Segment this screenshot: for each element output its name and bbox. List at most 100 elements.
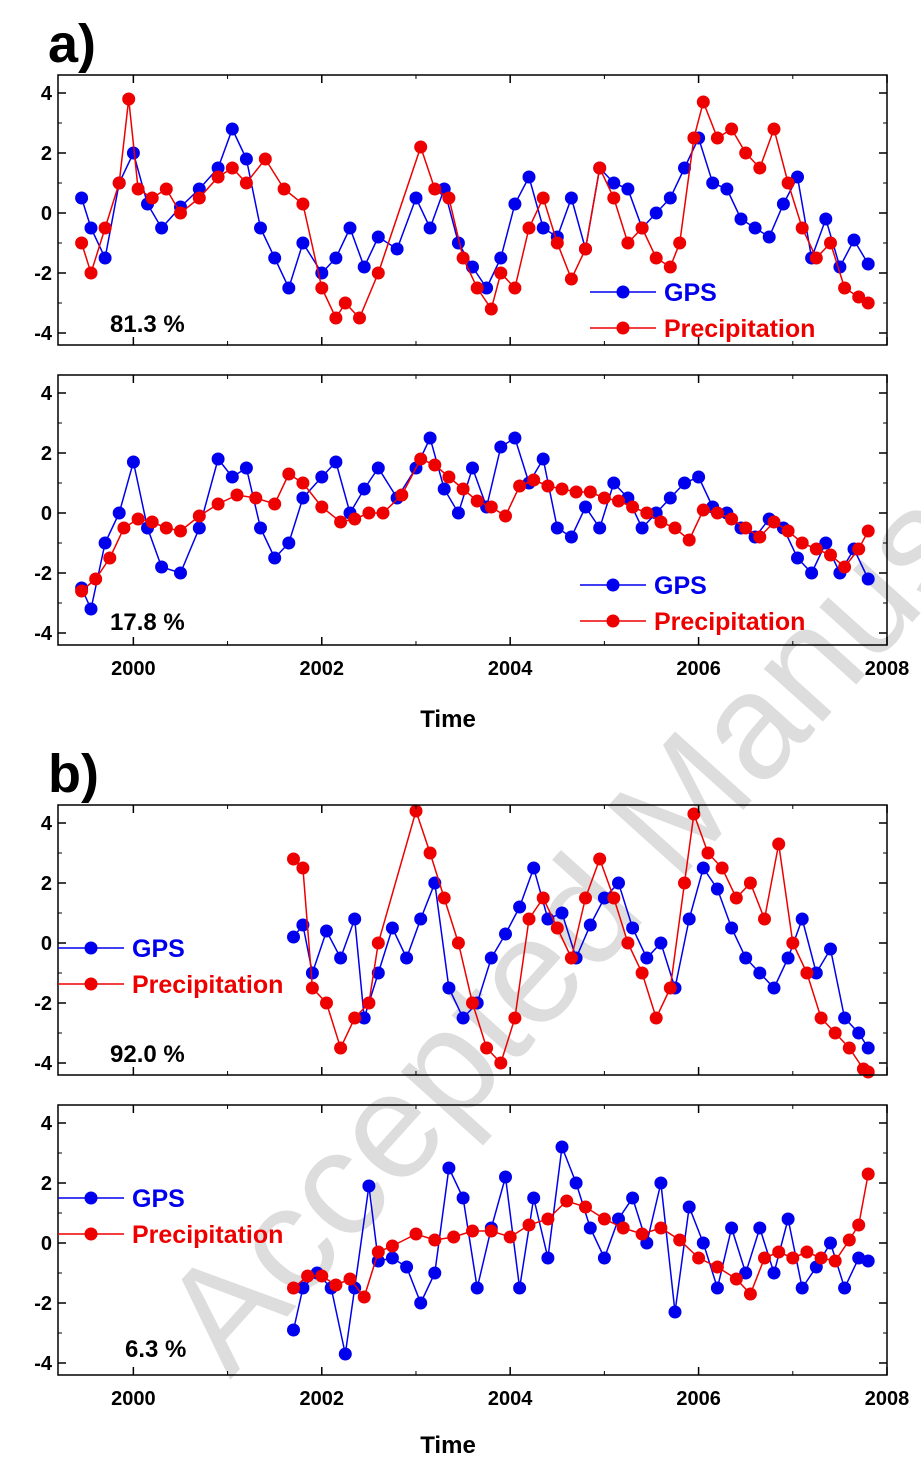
data-point-precipitation <box>442 470 456 484</box>
data-point-gps <box>536 452 550 466</box>
data-point-gps <box>211 452 225 466</box>
data-point-gps <box>126 455 140 469</box>
data-point-gps <box>225 122 239 136</box>
data-point-precipitation <box>456 251 470 265</box>
data-point-gps <box>597 1251 611 1265</box>
data-point-gps <box>852 1026 866 1040</box>
data-point-precipitation <box>145 515 159 529</box>
y-tick-label: 4 <box>41 383 53 405</box>
data-point-precipitation <box>838 281 852 295</box>
y-tick-label: 4 <box>41 83 53 105</box>
data-point-precipitation <box>682 533 696 547</box>
chart-panel-b-top: 4 2 0 -2 -4 92.0 % GPS Precipitation <box>34 804 888 1079</box>
data-point-precipitation <box>174 206 187 220</box>
data-point-precipitation <box>225 161 239 175</box>
data-point-gps <box>282 536 296 550</box>
data-point-gps <box>635 521 649 535</box>
data-point-precipitation <box>809 542 823 556</box>
data-point-gps <box>791 170 804 184</box>
data-point-gps <box>725 921 739 935</box>
data-point-precipitation <box>800 966 814 980</box>
data-point-gps <box>767 1266 781 1280</box>
data-point-gps <box>555 1140 569 1154</box>
data-point-precipitation <box>442 191 456 205</box>
data-point-precipitation <box>692 1251 706 1265</box>
legend-label-precipitation: Precipitation <box>132 971 283 999</box>
data-point-precipitation <box>75 584 89 598</box>
data-point-precipitation <box>795 221 809 235</box>
data-point-gps <box>597 891 611 905</box>
data-point-gps <box>254 221 267 235</box>
data-point-precipitation <box>786 1251 800 1265</box>
data-point-gps <box>753 1221 767 1235</box>
data-point-precipitation <box>654 1221 668 1235</box>
data-point-gps <box>385 1251 399 1265</box>
x-tick-label: 2008 <box>865 1388 910 1410</box>
data-point-gps <box>762 230 776 244</box>
data-point-precipitation <box>385 1239 399 1253</box>
data-point-gps <box>268 551 282 565</box>
data-point-precipitation <box>480 1041 494 1055</box>
legend-label-gps: GPS <box>132 1185 185 1213</box>
data-point-precipitation <box>522 1218 536 1232</box>
data-point-gps <box>334 951 348 965</box>
data-point-precipitation <box>338 296 352 310</box>
data-point-gps <box>809 966 823 980</box>
data-point-precipitation <box>772 837 786 851</box>
data-point-gps <box>329 251 343 265</box>
data-point-precipitation <box>635 966 649 980</box>
data-point-precipitation <box>842 1041 856 1055</box>
data-point-precipitation <box>428 458 442 472</box>
data-point-precipitation <box>828 1254 842 1268</box>
data-point-precipitation <box>541 479 555 493</box>
data-point-precipitation <box>564 951 578 965</box>
data-point-precipitation <box>353 311 366 325</box>
data-point-gps <box>400 1260 414 1274</box>
data-point-precipitation <box>296 476 310 490</box>
data-point-gps <box>682 1200 696 1214</box>
data-point-gps <box>692 470 706 484</box>
data-point-precipitation <box>673 1233 687 1247</box>
data-point-precipitation <box>696 95 710 109</box>
data-point-precipitation <box>616 1221 630 1235</box>
data-point-precipitation <box>696 503 710 517</box>
data-point-gps <box>192 521 206 535</box>
data-point-gps <box>357 1011 371 1025</box>
data-point-gps <box>239 152 253 166</box>
data-point-precipitation <box>343 1272 357 1286</box>
chart-panel-a-bottom: 4 2 0 -2 -4 2000 2002 2004 2006 2008 17.8 % GPS Prec… <box>34 374 909 680</box>
data-point-precipitation <box>814 1251 828 1265</box>
data-point-gps <box>805 566 819 580</box>
data-point-precipitation <box>371 1245 385 1259</box>
data-point-precipitation <box>494 266 508 280</box>
data-point-precipitation <box>447 1230 461 1244</box>
data-point-precipitation <box>550 921 564 935</box>
data-point-precipitation <box>781 524 795 538</box>
legend-marker-gps <box>616 285 630 299</box>
data-point-gps <box>126 146 140 160</box>
data-point-gps <box>287 930 300 944</box>
data-point-gps <box>456 1191 470 1205</box>
x-tick-label: 2002 <box>300 658 345 680</box>
data-point-gps <box>348 912 362 926</box>
data-point-precipitation <box>522 221 536 235</box>
data-point-gps <box>155 221 169 235</box>
data-point-precipitation <box>635 221 649 235</box>
data-point-gps <box>649 206 663 220</box>
data-point-gps <box>522 170 536 184</box>
panel-a-label: a) <box>48 14 96 74</box>
chart-panel-a-top: 4 2 0 -2 -4 81.3 % GPS Precipitation <box>34 74 888 346</box>
data-point-gps <box>296 918 310 932</box>
variance-annotation: 6.3 % <box>125 1336 186 1363</box>
data-point-gps <box>663 491 677 505</box>
data-point-gps <box>861 1041 875 1055</box>
y-tick-label: -2 <box>34 1293 52 1315</box>
data-point-precipitation <box>729 891 743 905</box>
data-point-precipitation <box>145 191 159 205</box>
data-point-gps <box>607 476 621 490</box>
data-point-precipitation <box>536 191 550 205</box>
data-point-precipitation <box>569 485 583 499</box>
data-point-gps <box>781 951 795 965</box>
data-point-gps <box>710 882 724 896</box>
data-point-gps <box>75 191 89 205</box>
